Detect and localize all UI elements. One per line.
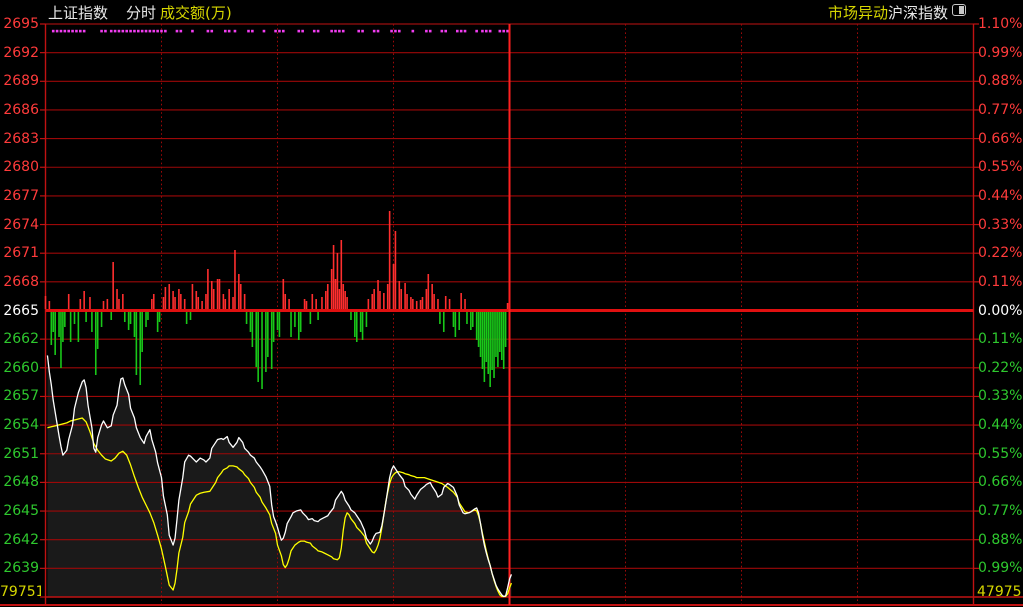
percent-label: 0.33% (978, 216, 1023, 233)
price-label: 2674 (3, 216, 39, 233)
percent-label: 0.99% (978, 560, 1023, 577)
percent-label: 0.77% (978, 101, 1023, 118)
percent-label: 0.66% (978, 130, 1023, 147)
price-label: 2660 (3, 359, 39, 376)
price-label: 2645 (3, 503, 39, 520)
percent-label: 0.55% (978, 159, 1023, 176)
price-label: 2665 (3, 302, 39, 319)
price-label: 2639 (3, 560, 39, 577)
percent-label: 0.55% (978, 445, 1023, 462)
percent-label: 0.88% (978, 73, 1023, 90)
price-label: 2642 (3, 531, 39, 548)
price-label: 2657 (3, 388, 39, 405)
price-label: 2686 (3, 101, 39, 118)
tab-intraday[interactable]: 分时 (126, 4, 157, 22)
hs-index-link[interactable]: 沪深指数 (888, 4, 949, 22)
percent-label: 0.44% (978, 417, 1023, 434)
price-label: 2689 (3, 73, 39, 90)
price-label: 2677 (3, 187, 39, 204)
percent-label: 0.11% (978, 273, 1023, 290)
percent-label: 0.66% (978, 474, 1023, 491)
market-movement-link[interactable]: 市场异动 (828, 4, 889, 22)
percent-label: 0.11% (978, 331, 1023, 348)
percent-label: 0.22% (978, 245, 1023, 262)
price-label: 2651 (3, 445, 39, 462)
turnover-total-left: 79751 (0, 584, 41, 600)
percent-label: 0.77% (978, 503, 1023, 520)
turnover-axis-label: 成交额(万) (160, 4, 232, 22)
percent-label: 0.33% (978, 388, 1023, 405)
percent-label: 0.22% (978, 359, 1023, 376)
right-percent-axis: 1.10% 0.99% 0.88% 0.77% 0.66% 0.55% 0.44% 0.33%… (977, 0, 1023, 607)
panel-toggle-icon[interactable] (952, 4, 966, 16)
price-label: 2680 (3, 159, 39, 176)
left-price-axis: 2695 2692 2689 2686 2683 2680 2677 2674 2671 2668… (0, 0, 41, 607)
price-label: 2654 (3, 417, 39, 434)
price-label: 2692 (3, 44, 39, 61)
price-label: 2671 (3, 245, 39, 262)
turnover-total-right: 479751 (977, 584, 1023, 600)
price-label: 2662 (3, 331, 39, 348)
percent-label: 0.44% (978, 187, 1023, 204)
percent-label: 0.99% (978, 44, 1023, 61)
price-label: 2683 (3, 130, 39, 147)
percent-label: 0.88% (978, 531, 1023, 548)
index-name: 上证指数 (48, 4, 109, 22)
percent-label: 0.00% (978, 302, 1023, 319)
percent-label: 1.10% (978, 16, 1023, 32)
price-label: 2668 (3, 273, 39, 290)
price-label: 2648 (3, 474, 39, 491)
price-label: 2695 (3, 16, 39, 32)
